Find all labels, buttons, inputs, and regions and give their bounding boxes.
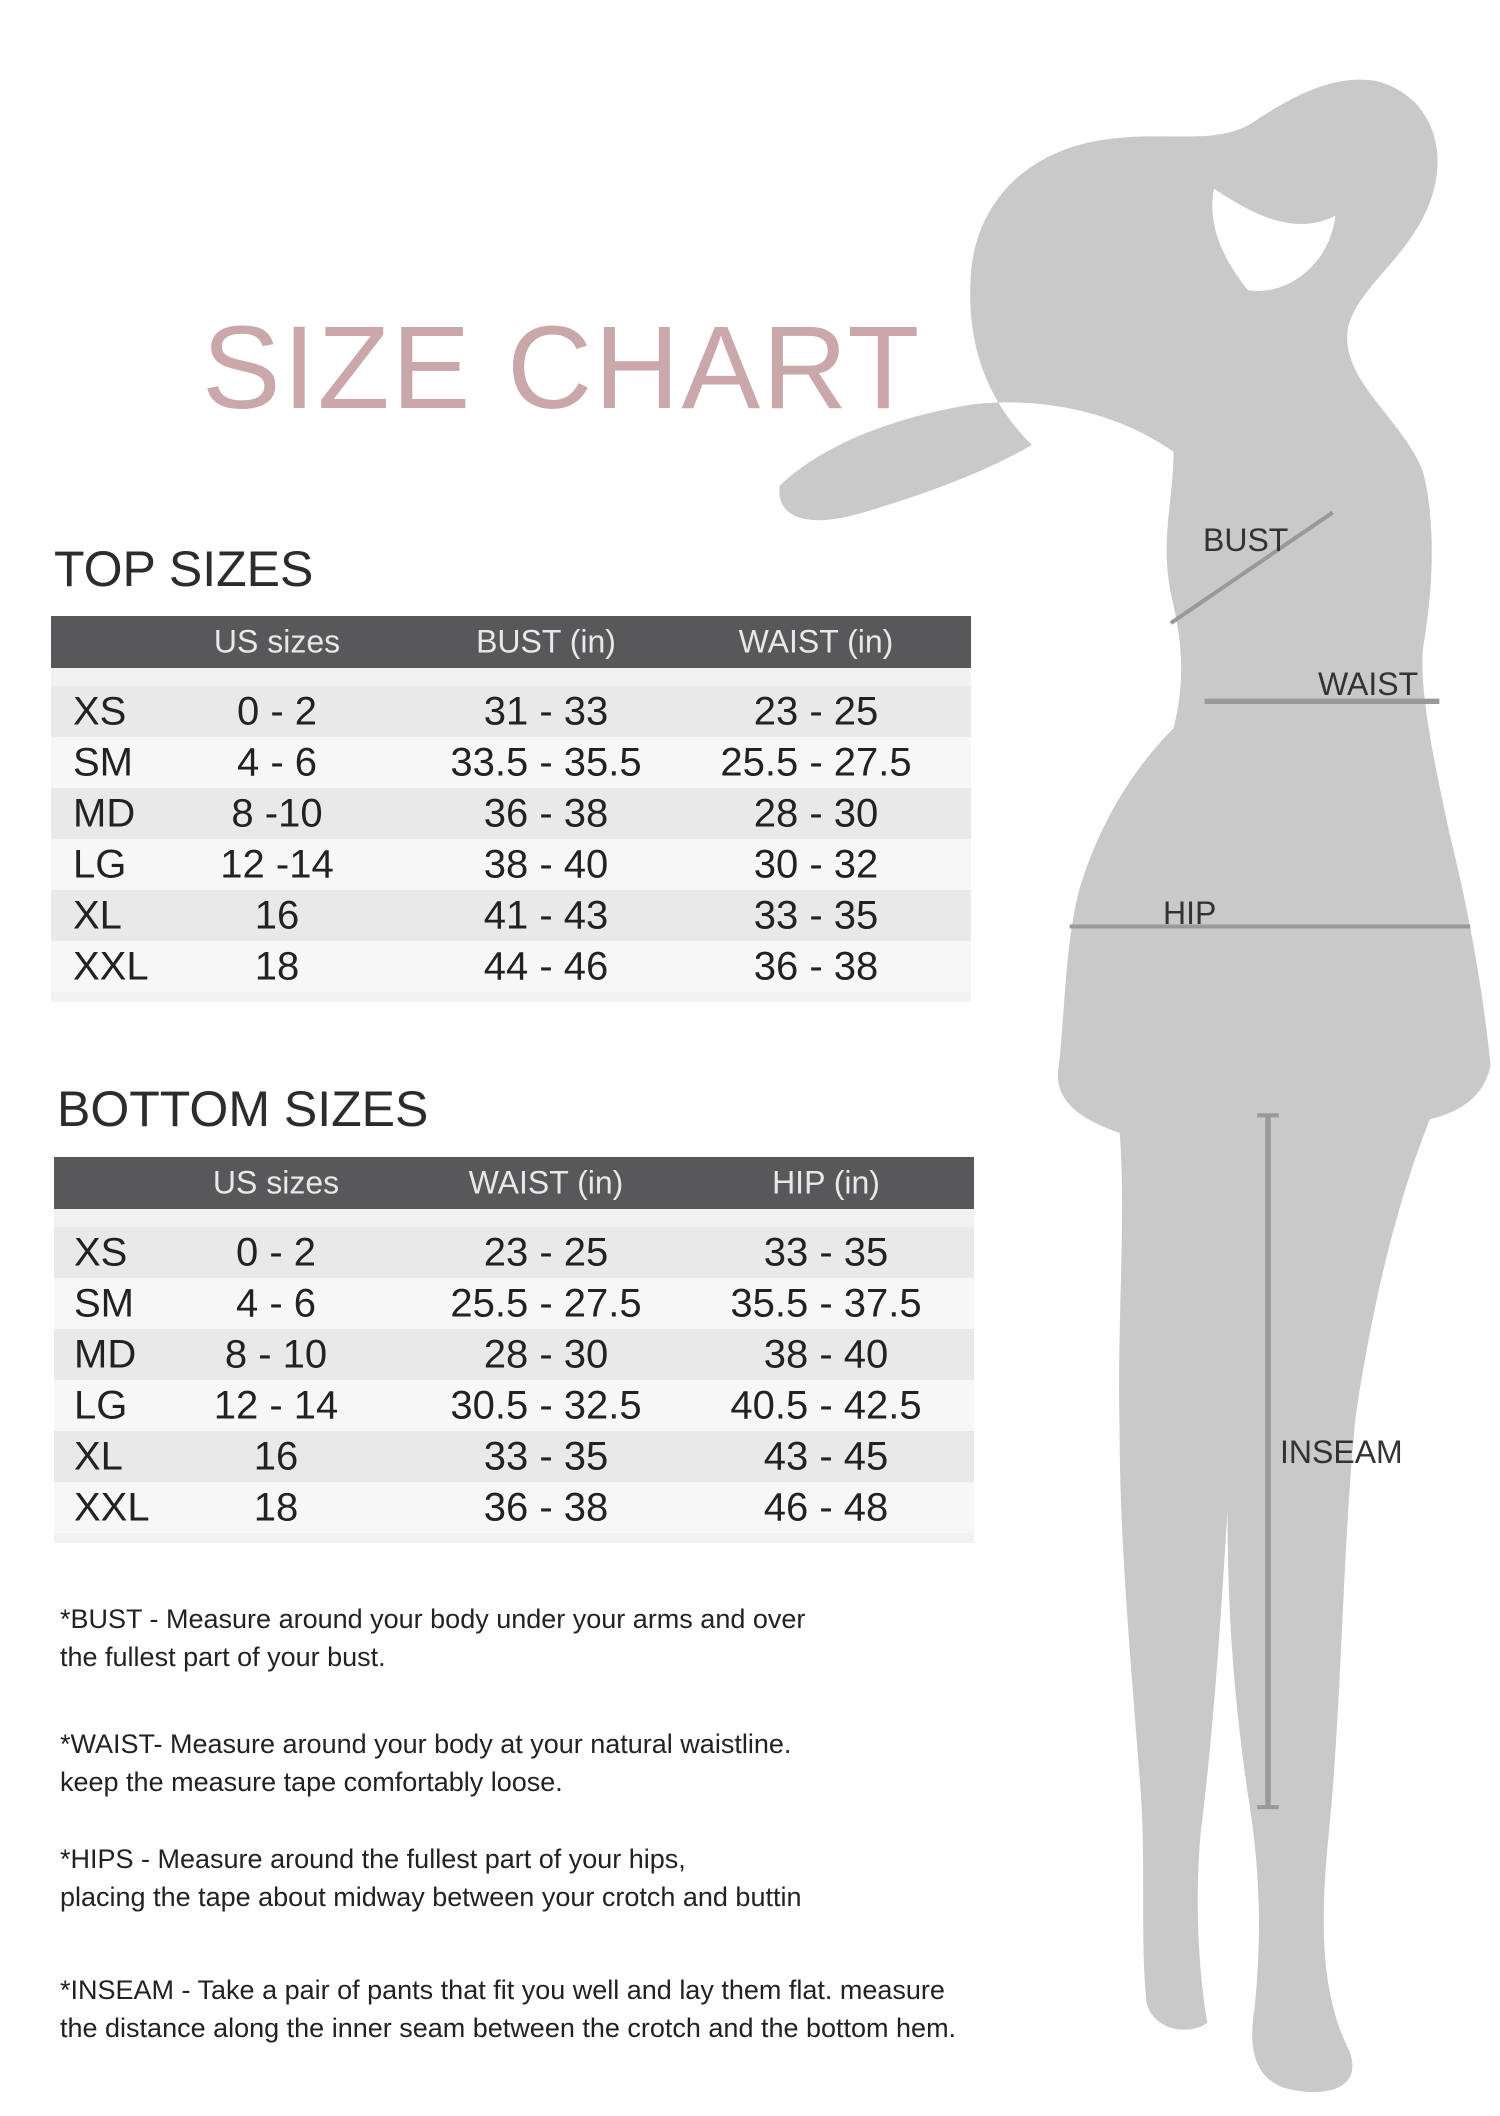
table-row: SM 4 - 6 25.5 - 27.5 35.5 - 37.5 [54, 1278, 974, 1329]
bottom-sizes-heading: BOTTOM SIZES [57, 1081, 429, 1137]
table-cell: 44 - 46 [483, 944, 609, 988]
table-cell: XXL [73, 944, 149, 988]
hip-label: HIP [1163, 895, 1217, 931]
table-row: XXL 18 44 - 46 36 - 38 [51, 941, 971, 992]
table-cell: XL [73, 893, 122, 937]
table-cell: 36 - 38 [753, 944, 879, 988]
head-gap [1212, 188, 1336, 291]
table-body: XS 0 - 2 23 - 25 33 - 35 SM 4 - 6 25.5 - 27.5 3… [54, 1227, 974, 1533]
inseam-label: INSEAM [1280, 1434, 1403, 1470]
table-cell: XL [74, 1434, 123, 1478]
table-row: SM 4 - 6 33.5 - 35.5 25.5 - 27.5 [51, 737, 971, 788]
silhouette-shape [779, 79, 1491, 2093]
table-cell: 12 -14 [220, 842, 334, 886]
table-row: XS 0 - 2 23 - 25 33 - 35 [54, 1227, 974, 1278]
table-cell: 25.5 - 27.5 [450, 1281, 642, 1325]
table-cell: 16 [253, 1434, 299, 1478]
table-cell: XS [74, 1230, 128, 1274]
table-cell: 46 - 48 [763, 1485, 889, 1529]
table-cell: 12 - 14 [213, 1383, 339, 1427]
table-cell: 8 -10 [231, 791, 323, 835]
table-cell: LG [73, 842, 127, 886]
table-row: XL 16 33 - 35 43 - 45 [54, 1431, 974, 1482]
table-cell: 41 - 43 [483, 893, 609, 937]
note-line: *INSEAM - Take a pair of pants that fit … [60, 1975, 945, 2005]
column-header: US sizes [212, 1164, 340, 1201]
column-header: WAIST (in) [738, 623, 894, 660]
table-cell: SM [74, 1281, 134, 1325]
bust-label: BUST [1203, 522, 1289, 558]
table-cell: 33.5 - 35.5 [450, 740, 642, 784]
table-row: LG 12 - 14 30.5 - 32.5 40.5 - 42.5 [54, 1380, 974, 1431]
table-cell: 18 [254, 944, 300, 988]
table-cell: 33 - 35 [483, 1434, 609, 1478]
table-row: MD 8 -10 36 - 38 28 - 30 [51, 788, 971, 839]
table-cell: LG [74, 1383, 128, 1427]
measurement-note: *BUST - Measure around your body under y… [60, 1600, 1110, 1676]
table-cell: 38 - 40 [483, 842, 609, 886]
table-spacer [54, 1209, 974, 1227]
table-cell: 36 - 38 [483, 791, 609, 835]
table-cell: 43 - 45 [763, 1434, 889, 1478]
table-cell: 36 - 38 [483, 1485, 609, 1529]
measurement-note: *HIPS - Measure around the fullest part … [60, 1840, 1110, 1916]
table-cell: 30 - 32 [753, 842, 879, 886]
measurement-note: *WAIST- Measure around your body at your… [60, 1725, 1110, 1801]
table-row: XXL 18 36 - 38 46 - 48 [54, 1482, 974, 1533]
table-cell: 40.5 - 42.5 [730, 1383, 922, 1427]
top-sizes-table: US sizes BUST (in) WAIST (in) XS 0 - 2 31 - 3… [51, 616, 971, 1002]
table-cell: 38 - 40 [763, 1332, 889, 1376]
table-cell: SM [73, 740, 133, 784]
table-cell: XS [73, 689, 127, 733]
table-cell: 4 - 6 [236, 740, 318, 784]
table-header: US sizes WAIST (in) HIP (in) [54, 1157, 974, 1209]
note-line: placing the tape about midway between yo… [60, 1882, 802, 1912]
table-cell: 0 - 2 [235, 1230, 317, 1274]
column-header: WAIST (in) [468, 1164, 624, 1201]
table-cell: 28 - 30 [483, 1332, 609, 1376]
column-header: BUST (in) [476, 623, 616, 660]
bottom-sizes-table: US sizes WAIST (in) HIP (in) XS 0 - 2 23 - 25… [54, 1157, 974, 1543]
table-cell: 30.5 - 32.5 [450, 1383, 642, 1427]
table-cell: 4 - 6 [235, 1281, 317, 1325]
table-spacer [51, 668, 971, 686]
waist-label: WAIST [1318, 666, 1419, 702]
table-header: US sizes BUST (in) WAIST (in) [51, 616, 971, 668]
note-line: keep the measure tape comfortably loose. [60, 1767, 563, 1797]
table-row: MD 8 - 10 28 - 30 38 - 40 [54, 1329, 974, 1380]
table-body: XS 0 - 2 31 - 33 23 - 25 SM 4 - 6 33.5 - 35.5 2… [51, 686, 971, 992]
table-cell: 31 - 33 [483, 689, 609, 733]
table-row: LG 12 -14 38 - 40 30 - 32 [51, 839, 971, 890]
note-line: *BUST - Measure around your body under y… [60, 1604, 806, 1634]
note-line: *HIPS - Measure around the fullest part … [60, 1844, 686, 1874]
column-header: US sizes [213, 623, 341, 660]
table-cell: 35.5 - 37.5 [730, 1281, 922, 1325]
table-cell: MD [73, 791, 136, 835]
page-title: SIZE CHART [202, 302, 922, 434]
table-cell: 8 - 10 [224, 1332, 328, 1376]
table-cell: 23 - 25 [483, 1230, 609, 1274]
bust-line [1169, 510, 1334, 625]
column-header: HIP (in) [772, 1164, 880, 1201]
table-cell: 28 - 30 [753, 791, 879, 835]
table-cell: 33 - 35 [753, 893, 879, 937]
table-cell: 33 - 35 [763, 1230, 889, 1274]
table-row: XL 16 41 - 43 33 - 35 [51, 890, 971, 941]
top-sizes-heading: TOP SIZES [54, 541, 314, 597]
table-footer-pad [51, 992, 971, 1002]
table-cell: 25.5 - 27.5 [720, 740, 912, 784]
table-footer-pad [54, 1533, 974, 1543]
note-line: the distance along the inner seam betwee… [60, 2013, 957, 2043]
table-cell: 18 [253, 1485, 299, 1529]
note-line: the fullest part of your bust. [60, 1642, 386, 1672]
note-line: *WAIST- Measure around your body at your… [60, 1729, 792, 1759]
table-cell: 0 - 2 [236, 689, 318, 733]
measurement-note: *INSEAM - Take a pair of pants that fit … [60, 1971, 1110, 2047]
table-row: XS 0 - 2 31 - 33 23 - 25 [51, 686, 971, 737]
table-cell: XXL [74, 1485, 150, 1529]
table-cell: 16 [254, 893, 300, 937]
table-cell: 23 - 25 [753, 689, 879, 733]
table-cell: MD [74, 1332, 137, 1376]
